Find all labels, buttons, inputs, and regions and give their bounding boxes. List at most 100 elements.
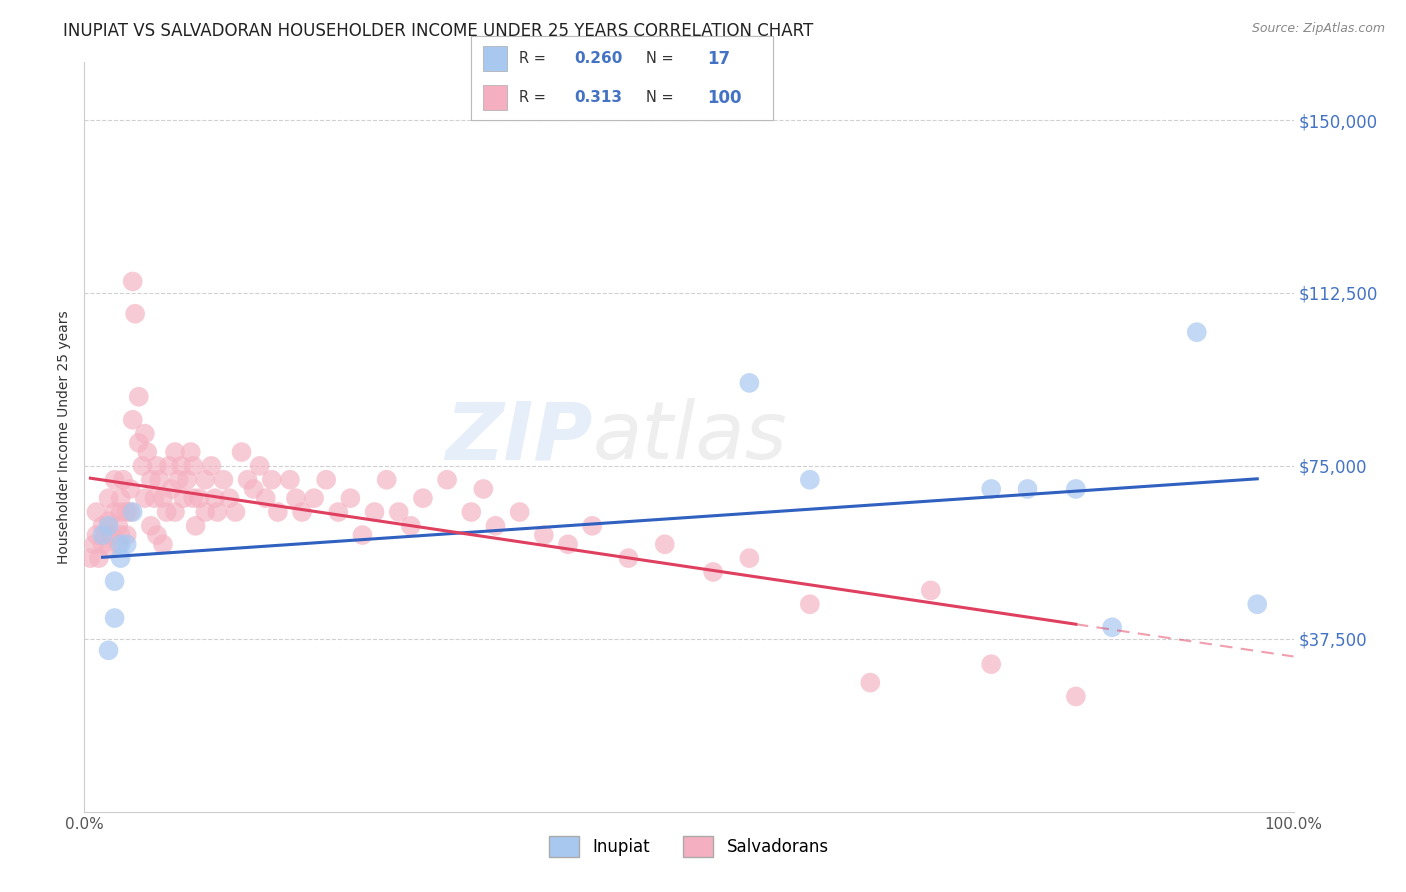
Text: ZIP: ZIP (444, 398, 592, 476)
Point (1064, 690, 1087, 704)
Point (146, 458, 169, 473)
Point (188, 491, 211, 505)
Text: atlas: atlas (592, 398, 787, 476)
Point (278, 473, 301, 487)
Point (86, 528, 108, 542)
Text: R =: R = (519, 90, 551, 105)
Point (472, 482, 495, 496)
Point (139, 473, 162, 487)
Point (100, 528, 122, 542)
FancyBboxPatch shape (471, 36, 773, 120)
Legend: Inupiat, Salvadorans: Inupiat, Salvadorans (543, 830, 835, 863)
Point (136, 445, 159, 459)
Point (1064, 482, 1087, 496)
FancyBboxPatch shape (484, 85, 508, 111)
Point (110, 551, 132, 566)
Point (339, 491, 361, 505)
Point (207, 505, 229, 519)
Point (104, 611, 127, 625)
Text: 0.260: 0.260 (574, 51, 623, 66)
Point (1017, 482, 1039, 496)
Point (302, 491, 325, 505)
Point (134, 426, 156, 441)
Point (173, 491, 195, 505)
Point (121, 505, 143, 519)
Point (148, 473, 170, 487)
Point (110, 537, 132, 551)
Point (1246, 597, 1268, 611)
FancyBboxPatch shape (484, 45, 508, 71)
Point (581, 519, 603, 533)
Point (557, 537, 579, 551)
Point (143, 491, 166, 505)
Point (97, 491, 120, 505)
Point (128, 390, 150, 404)
Point (104, 574, 127, 589)
Point (120, 482, 142, 496)
Point (242, 482, 264, 496)
Point (194, 473, 217, 487)
Point (165, 505, 187, 519)
Point (980, 482, 1002, 496)
Point (218, 491, 240, 505)
Point (533, 528, 555, 542)
Point (200, 458, 222, 473)
Text: INUPIAT VS SALVADORAN HOUSEHOLDER INCOME UNDER 25 YEARS CORRELATION CHART: INUPIAT VS SALVADORAN HOUSEHOLDER INCOME… (63, 22, 814, 40)
Point (91, 519, 114, 533)
Text: R =: R = (519, 51, 551, 66)
Point (115, 505, 138, 519)
Point (702, 565, 724, 579)
Point (738, 551, 761, 566)
Point (97, 519, 120, 533)
Y-axis label: Householder Income Under 25 years: Householder Income Under 25 years (58, 310, 72, 564)
Point (181, 458, 204, 473)
Point (87, 551, 110, 566)
Point (115, 528, 138, 542)
Point (157, 458, 180, 473)
Point (267, 505, 290, 519)
Point (738, 376, 761, 390)
Point (799, 473, 821, 487)
Point (107, 537, 129, 551)
Point (110, 491, 132, 505)
Point (363, 505, 385, 519)
Point (139, 519, 162, 533)
Point (254, 491, 277, 505)
Point (124, 307, 146, 321)
Point (104, 473, 127, 487)
Point (509, 505, 531, 519)
Text: Source: ZipAtlas.com: Source: ZipAtlas.com (1251, 22, 1385, 36)
Text: 17: 17 (707, 50, 730, 68)
Point (388, 505, 411, 519)
Point (83, 537, 105, 551)
Point (91, 537, 114, 551)
Point (920, 583, 942, 598)
Point (104, 505, 127, 519)
Point (94, 528, 117, 542)
Point (1101, 620, 1123, 634)
Point (375, 473, 398, 487)
Point (184, 519, 207, 533)
Point (110, 528, 132, 542)
Point (79, 551, 101, 566)
Point (460, 505, 482, 519)
Point (97, 541, 120, 556)
Point (167, 473, 190, 487)
Point (180, 445, 202, 459)
Point (399, 519, 422, 533)
Point (131, 458, 153, 473)
Point (152, 491, 174, 505)
Point (436, 473, 458, 487)
Point (484, 519, 506, 533)
Point (225, 505, 247, 519)
Point (152, 537, 174, 551)
Text: N =: N = (647, 90, 679, 105)
Point (204, 491, 226, 505)
Point (859, 675, 882, 690)
Point (284, 491, 308, 505)
Point (1185, 325, 1208, 339)
Point (176, 473, 198, 487)
Point (134, 491, 156, 505)
Text: 100: 100 (707, 88, 741, 106)
Point (231, 445, 253, 459)
